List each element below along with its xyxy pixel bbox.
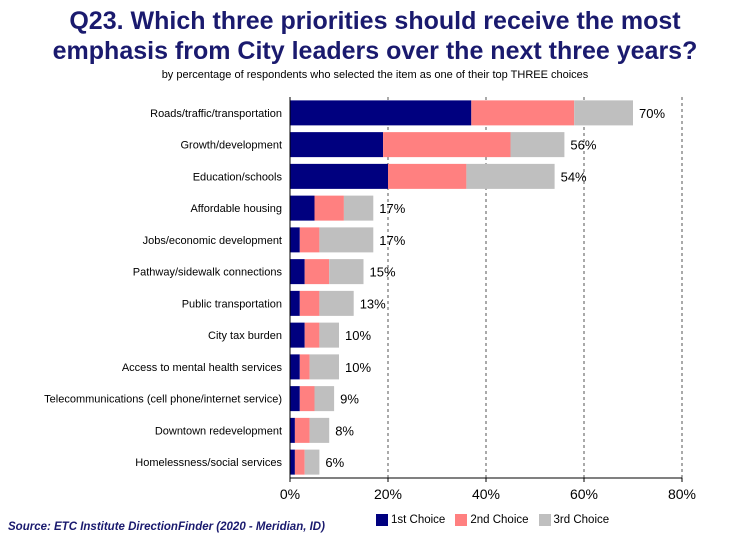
x-tick-label-1: 20%	[374, 486, 402, 502]
chart-title-line-1: Q23. Which three priorities should recei…	[69, 7, 681, 35]
bar-3-9	[314, 386, 335, 412]
bar-1-10	[290, 417, 295, 443]
chart-legend: 1st Choice 2nd Choice 3rd Choice	[376, 514, 619, 526]
category-label-2: Education/schools	[193, 171, 283, 183]
category-label-1: Growth/development	[181, 140, 283, 152]
bar-1-4	[290, 227, 300, 253]
category-label-11: Homelessness/social services	[135, 457, 282, 469]
bar-2-10	[294, 417, 310, 443]
bar-1-9	[290, 386, 300, 412]
total-label-1: 56%	[570, 138, 596, 153]
total-label-2: 54%	[561, 169, 587, 184]
category-label-8: Access to mental health services	[122, 362, 283, 374]
bar-2-7	[304, 322, 320, 348]
bar-3-10	[309, 417, 330, 443]
bar-1-0	[290, 100, 472, 126]
bar-2-1	[383, 132, 511, 158]
chart-subtitle: by percentage of respondents who selecte…	[161, 69, 589, 81]
total-label-3: 17%	[379, 201, 405, 216]
bar-2-6	[299, 290, 320, 316]
legend-swatch-2nd	[455, 514, 468, 526]
total-label-4: 17%	[379, 233, 405, 248]
legend-swatch-1st	[376, 514, 388, 526]
total-label-10: 8%	[335, 423, 354, 438]
bar-3-0	[574, 100, 633, 126]
category-label-7: City tax burden	[208, 330, 282, 342]
total-label-0: 70%	[639, 106, 665, 121]
bar-3-5	[329, 259, 364, 285]
x-tick-label-0: 0%	[280, 486, 300, 502]
total-label-5: 15%	[370, 265, 396, 280]
bar-1-1	[290, 132, 384, 158]
chart-title-line-2: emphasis from City leaders over the next…	[52, 37, 698, 65]
bar-1-5	[290, 259, 305, 285]
bar-1-2	[290, 163, 388, 189]
legend-item-1st: 1st Choice	[376, 514, 445, 526]
bar-2-5	[304, 259, 330, 285]
bar-1-6	[290, 290, 300, 316]
category-label-9: Telecommunications (cell phone/internet …	[44, 394, 282, 406]
x-tick-label-4: 80%	[668, 486, 696, 502]
bar-3-1	[510, 132, 565, 158]
category-label-3: Affordable housing	[190, 203, 282, 215]
category-label-6: Public transportation	[182, 298, 282, 310]
bar-2-11	[294, 449, 305, 475]
x-tick-label-2: 40%	[472, 486, 500, 502]
category-label-10: Downtown redevelopment	[155, 425, 282, 437]
legend-item-2nd: 2nd Choice	[455, 514, 529, 526]
bar-2-3	[314, 195, 344, 221]
bar-2-9	[299, 386, 315, 412]
bar-1-7	[290, 322, 305, 348]
bar-3-7	[319, 322, 339, 348]
bar-2-0	[471, 100, 575, 126]
category-label-0: Roads/traffic/transportation	[150, 108, 282, 120]
total-label-7: 10%	[345, 328, 371, 343]
category-label-5: Pathway/sidewalk connections	[133, 267, 283, 279]
legend-swatch-3rd	[538, 514, 551, 526]
legend-item-3rd: 3rd Choice	[538, 514, 610, 526]
bar-3-3	[343, 195, 374, 221]
bar-3-4	[319, 227, 374, 253]
bar-2-2	[388, 163, 467, 189]
total-label-9: 9%	[340, 392, 359, 407]
bar-3-6	[319, 290, 354, 316]
category-label-4: Jobs/economic development	[143, 235, 282, 247]
bar-2-4	[299, 227, 320, 253]
total-label-8: 10%	[345, 360, 371, 375]
total-label-6: 13%	[360, 296, 386, 311]
bar-1-8	[290, 354, 300, 380]
legend-label-2nd: 2nd Choice	[470, 514, 529, 526]
bar-3-2	[466, 163, 555, 189]
bar-1-11	[290, 449, 295, 475]
source-note: Source: ETC Institute DirectionFinder (2…	[8, 521, 325, 533]
x-tick-label-3: 60%	[570, 486, 598, 502]
legend-label-3rd: 3rd Choice	[553, 514, 610, 526]
bar-3-8	[309, 354, 339, 380]
bar-2-8	[299, 354, 310, 380]
bar-1-3	[290, 195, 315, 221]
legend-label-1st: 1st Choice	[391, 514, 446, 526]
bar-3-11	[304, 449, 320, 475]
total-label-11: 6%	[325, 455, 344, 470]
